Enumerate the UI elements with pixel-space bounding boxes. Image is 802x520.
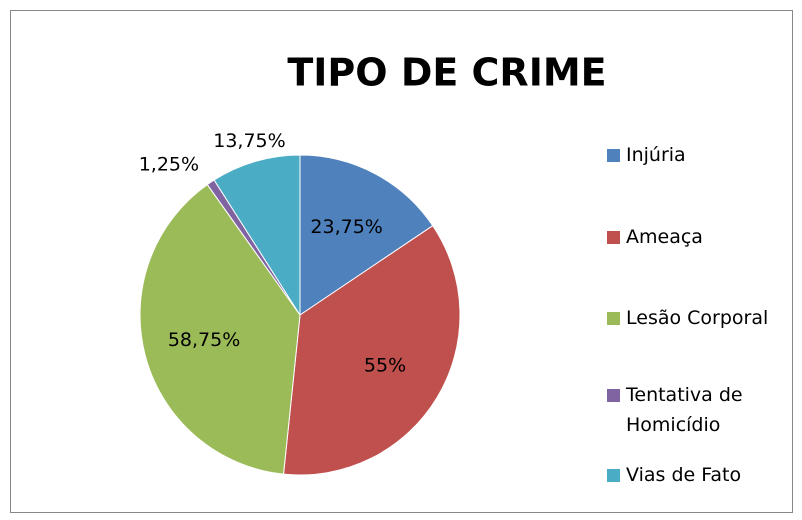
legend-item: Injúria [607,140,787,170]
chart-frame [10,10,793,513]
data-label: 55% [364,355,406,377]
legend-label: Lesão Corporal [626,307,769,329]
legend-item: Tentativa de Homicídio [607,380,787,440]
chart-title: TIPO DE CRIME [287,51,606,95]
data-label: 1,25% [139,153,199,175]
data-label: 13,75% [213,130,285,152]
pie-slice [283,224,461,476]
legend-label: Tentativa de Homicídio [626,384,743,436]
legend-item: Lesão Corporal [607,303,787,333]
legend-swatch [607,149,620,162]
data-label: 58,75% [168,329,240,351]
legend-swatch [607,389,620,402]
legend-item: Ameaça [607,222,787,252]
legend-item: Vias de Fato [607,460,787,490]
pie-slice [299,154,434,316]
pie-slice [139,183,301,475]
data-label: 23,75% [310,216,382,238]
legend-label: Vias de Fato [626,464,742,486]
legend-label: Ameaça [626,226,703,248]
legend-swatch [607,312,620,325]
pie-slice [213,154,301,317]
legend-swatch [607,469,620,482]
legend-swatch [607,231,620,244]
legend-label: Injúria [626,144,686,166]
